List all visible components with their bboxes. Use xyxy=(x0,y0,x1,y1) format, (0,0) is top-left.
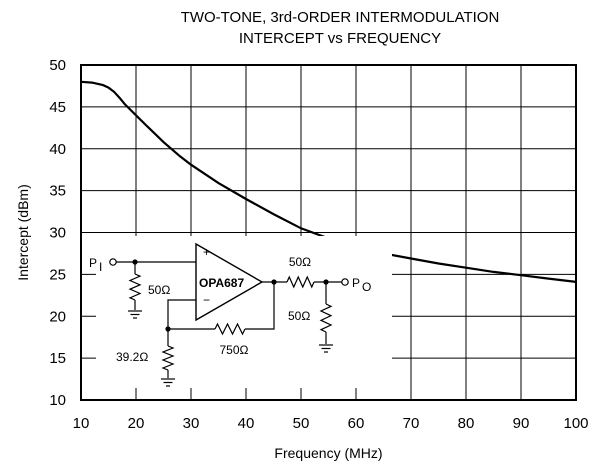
x-tick-label-20: 20 xyxy=(128,415,145,432)
output-terminal xyxy=(341,278,349,286)
y-tick-label-50: 50 xyxy=(49,57,66,74)
feedback-resistor xyxy=(214,322,246,336)
gain-resistor-label: 39.2Ω xyxy=(116,350,148,364)
inverting-input-wire xyxy=(167,299,196,329)
input-termination-resistor xyxy=(128,273,142,301)
intercept-curve xyxy=(80,80,577,283)
x-tick-label-10: 10 xyxy=(73,415,90,432)
y-tick-label-10: 10 xyxy=(49,392,66,409)
input-label-sub: I xyxy=(99,260,102,274)
load-resistor xyxy=(319,303,333,333)
output-label-sub: O xyxy=(362,280,371,294)
load-resistor-label: 50Ω xyxy=(288,309,310,323)
x-tick-label-40: 40 xyxy=(238,415,255,432)
x-tick-label-100: 100 xyxy=(563,415,588,432)
opamp-minus-sign: − xyxy=(203,293,210,307)
input-termination-label: 50Ω xyxy=(148,283,170,297)
opamp-part-label: OPA687 xyxy=(199,276,244,290)
y-tick-label-35: 35 xyxy=(49,183,66,200)
y-tick-label-15: 15 xyxy=(49,350,66,367)
opamp-plus-sign: + xyxy=(203,245,210,259)
x-tick-label-80: 80 xyxy=(458,415,475,432)
y-tick-label-25: 25 xyxy=(49,266,66,283)
input-label-p: P xyxy=(89,256,97,270)
input-terminal xyxy=(109,258,117,266)
feedback-resistor-label: 750Ω xyxy=(220,343,249,357)
x-tick-label-50: 50 xyxy=(293,415,310,432)
output-series-resistor xyxy=(286,275,315,289)
y-tick-label-40: 40 xyxy=(49,141,66,158)
output-node-dot xyxy=(271,279,277,285)
x-tick-label-90: 90 xyxy=(513,415,530,432)
opamp-triangle xyxy=(195,242,264,322)
chart-title-line-2: INTERCEPT vs FREQUENCY xyxy=(239,30,441,47)
y-axis-label: Intercept (dBm) xyxy=(15,184,31,280)
chart-title-line-1: TWO-TONE, 3rd-ORDER INTERMODULATION xyxy=(181,9,500,26)
x-tick-label-30: 30 xyxy=(183,415,200,432)
x-tick-label-70: 70 xyxy=(403,415,420,432)
y-tick-label-20: 20 xyxy=(49,308,66,325)
feedback-wire-right xyxy=(245,282,275,330)
x-axis-label: Frequency (MHz) xyxy=(274,445,382,461)
output-label-p: P xyxy=(352,276,360,290)
y-tick-label-30: 30 xyxy=(49,225,66,242)
plot-frame xyxy=(80,64,577,401)
output-series-label: 50Ω xyxy=(289,255,311,269)
x-tick-label-60: 60 xyxy=(348,415,365,432)
y-tick-label-45: 45 xyxy=(49,99,66,116)
gain-resistor xyxy=(161,345,175,371)
schematic-background xyxy=(96,236,392,388)
